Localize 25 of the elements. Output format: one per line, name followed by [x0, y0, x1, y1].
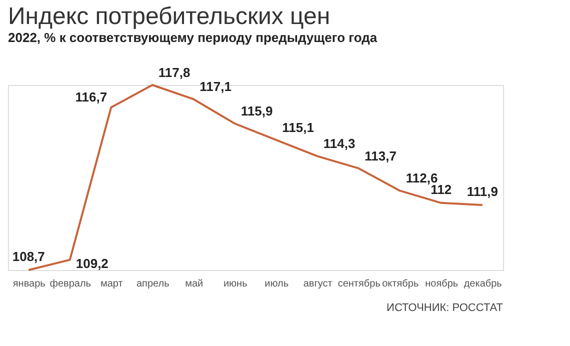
data-label: 114,3 — [323, 136, 356, 152]
x-tick-label: октябрь — [382, 278, 419, 290]
x-tick-label: апрель — [136, 278, 170, 290]
x-tick-label: август — [303, 278, 333, 290]
x-tick-label: июнь — [223, 278, 248, 290]
x-tick-label: декабрь — [464, 278, 502, 290]
x-tick-label: май — [185, 278, 204, 290]
x-tick-label: ноябрь — [425, 278, 458, 290]
data-label: 117,8 — [158, 65, 190, 80]
data-label: 111,9 — [466, 184, 498, 199]
x-tick-label: март — [100, 278, 124, 290]
x-tick-label: февраль — [50, 278, 92, 290]
data-label: 115,9 — [240, 104, 273, 119]
data-label: 108,7 — [12, 249, 45, 264]
data-label: 109,2 — [76, 256, 108, 271]
data-label: 115,1 — [282, 120, 314, 135]
chart-subtitle: 2022, % к соответствующему периоду предыдущего года — [8, 30, 378, 45]
text: ИСТОЧНИК: РОССТАТ — [386, 302, 504, 314]
data-label: 117,1 — [200, 79, 232, 94]
x-tick-label: январь — [12, 278, 46, 290]
data-label: 113,7 — [364, 148, 396, 164]
data-label: 116,7 — [75, 89, 108, 104]
x-tick-label: июль — [264, 278, 289, 290]
x-tick-label: сентябрь — [338, 278, 380, 290]
chart-title: Индекс потребительских цен — [8, 3, 330, 30]
